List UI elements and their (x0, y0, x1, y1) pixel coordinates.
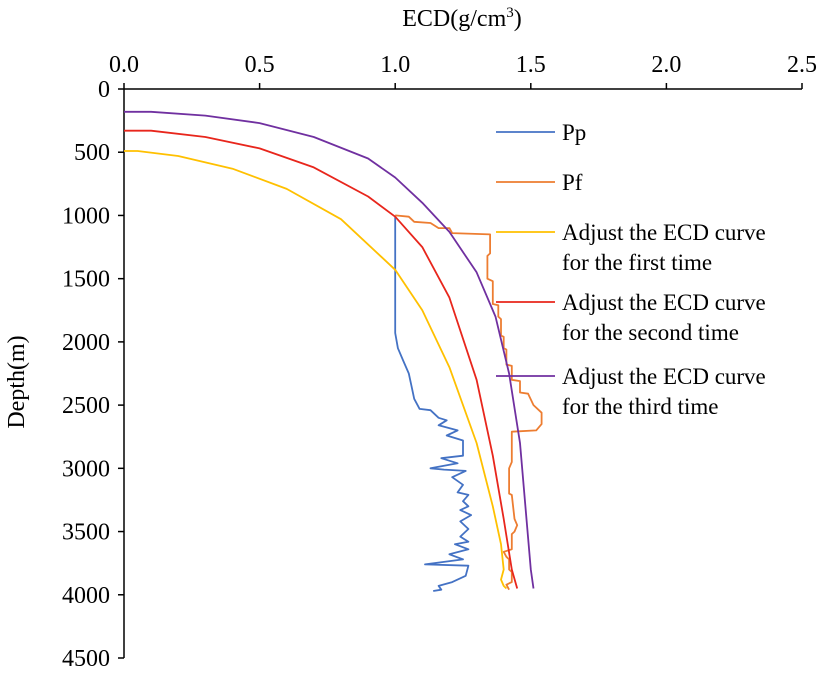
legend-label-2: Pf (562, 170, 583, 195)
y-tick-label: 4500 (62, 646, 110, 672)
y-axis-title: Depth(m) (4, 335, 30, 428)
x-tick-label: 2.0 (651, 52, 681, 78)
x-axis-title: ECD(g/cm3) (402, 5, 521, 32)
y-tick-label: 2500 (62, 393, 110, 419)
y-tick-label: 1000 (62, 203, 110, 229)
y-ticks: 0 500 1000 1500 2000 2500 3000 3500 4000 4500 (62, 77, 124, 672)
y-tick-label: 3500 (62, 520, 110, 546)
x-tick-label: 1.0 (380, 52, 410, 78)
legend-label-5-line2: for the third time (562, 394, 719, 419)
x-tick-label: 0.0 (109, 52, 139, 78)
x-axis-title-end: ) (514, 6, 522, 32)
y-tick-label: 4000 (62, 583, 110, 609)
series-line-3 (124, 150, 508, 590)
legend-label-4-line2: for the second time (562, 320, 739, 345)
series-group (124, 110, 543, 592)
series-line-4 (124, 129, 519, 589)
legend-label-1: Pp (562, 120, 586, 145)
legend: Pp Pf Adjust the ECD curve for the first ti… (496, 120, 766, 419)
x-ticks: 0.0 0.5 1.0 1.5 2.0 2.5 (109, 52, 817, 89)
legend-label-3-line2: for the first time (562, 250, 712, 275)
y-tick-label: 1500 (62, 267, 110, 293)
y-tick-label: 2000 (62, 330, 110, 356)
y-tick-label: 3000 (62, 456, 110, 482)
x-tick-label: 0.5 (245, 52, 275, 78)
x-axis-title-main: ECD(g/cm (402, 6, 506, 32)
axes (123, 88, 802, 658)
y-tick-label: 0 (98, 77, 110, 103)
series-line-1 (394, 215, 473, 592)
series-line-5 (124, 110, 535, 589)
y-tick-label: 500 (74, 140, 110, 166)
series-line-2 (395, 214, 543, 591)
x-axis-title-superscript: 3 (506, 5, 514, 21)
x-tick-label: 1.5 (516, 52, 546, 78)
legend-label-4-line1: Adjust the ECD curve (562, 290, 766, 315)
legend-label-5-line1: Adjust the ECD curve (562, 364, 766, 389)
legend-label-3-line1: Adjust the ECD curve (562, 220, 766, 245)
x-tick-label: 2.5 (787, 52, 817, 78)
